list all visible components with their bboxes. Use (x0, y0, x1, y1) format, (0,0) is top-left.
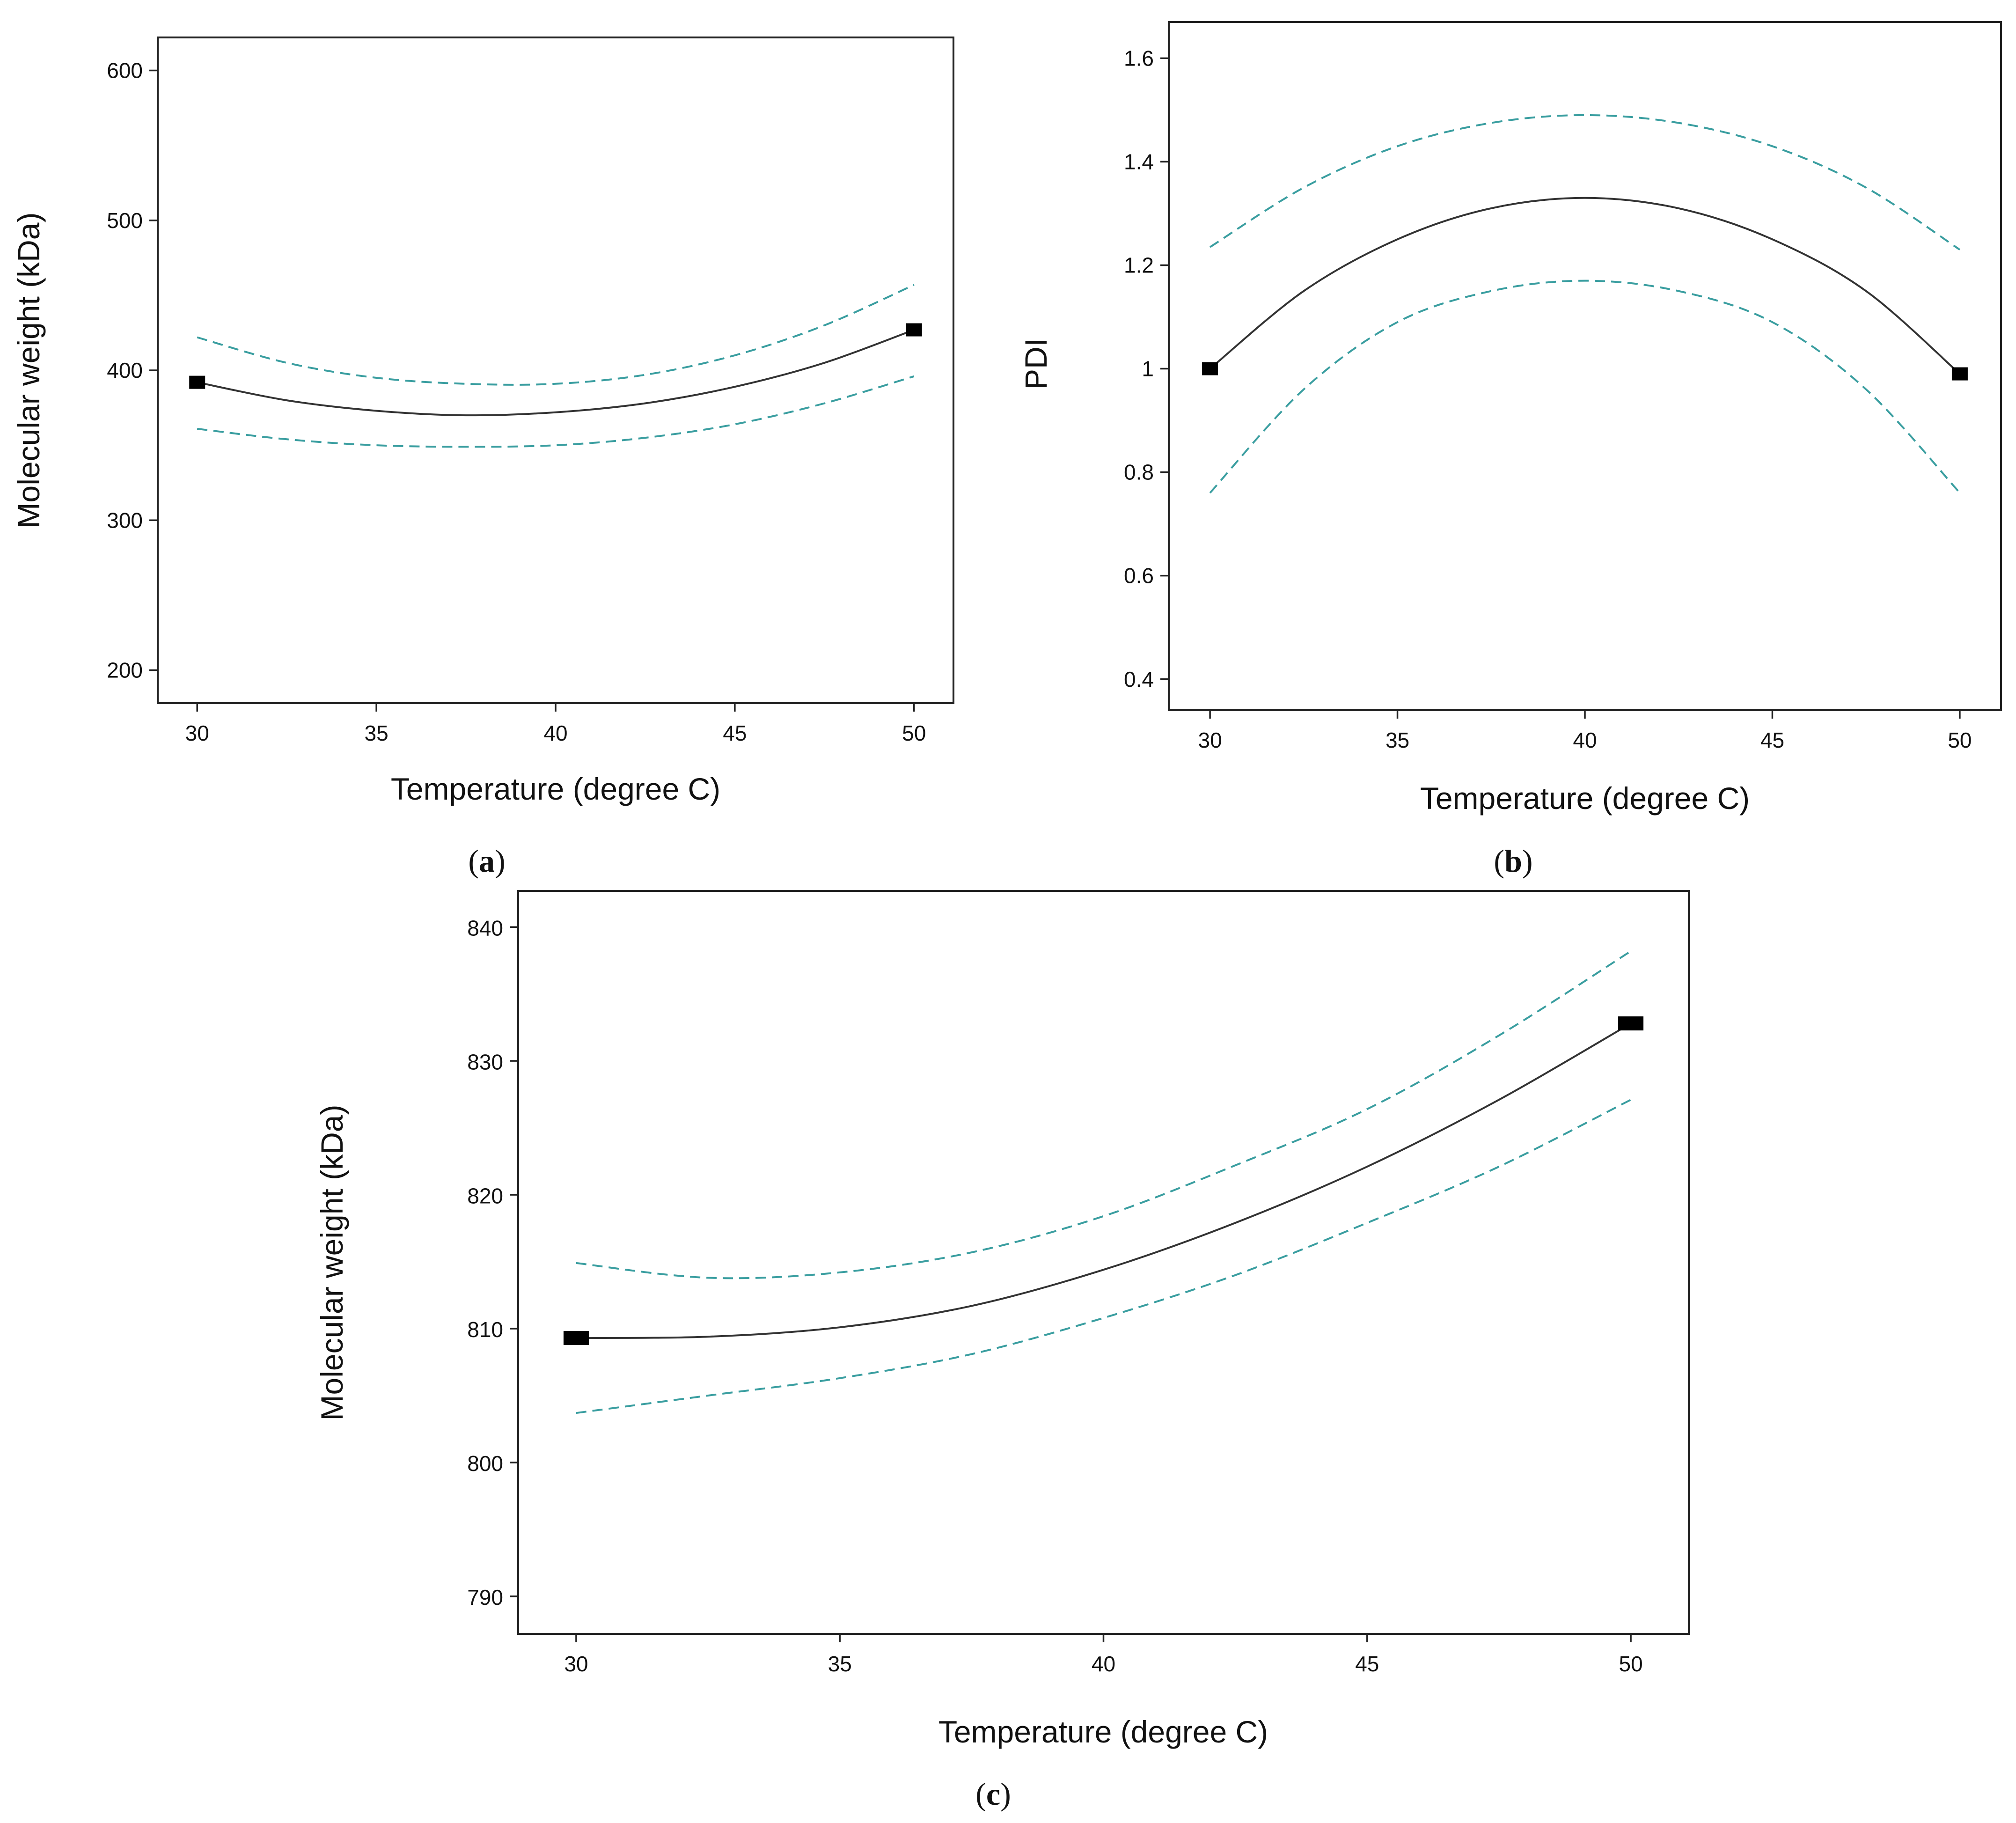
panel-c-x-tick-label-3: 45 (1355, 1652, 1379, 1676)
panel-b-x-tick-label-1: 35 (1386, 728, 1409, 752)
panel-b-y-tick-label-2: 0.8 (1124, 460, 1154, 485)
panel-b-design-point-1 (1951, 367, 1968, 381)
panel-c-fit-line (576, 1022, 1632, 1339)
panel-b-x-tick-label-4: 50 (1948, 728, 1972, 752)
panel-a-x-tick-label-0: 30 (185, 721, 209, 745)
panel-a-design-point-0 (189, 375, 205, 389)
panel-b-x-axis-title: Temperature (degree C) (1420, 781, 1750, 816)
panel-a-y-tick-label-0: 200 (107, 658, 143, 683)
panel-b-ticks: 30 35 40 45 50 0.4 0.6 0.8 1 1.2 1.4 1.6 (1124, 46, 1972, 752)
panel-a-x-tick-label-3: 45 (723, 721, 747, 745)
panel-b-y-tick-label-5: 1.4 (1124, 150, 1154, 174)
panel-c-y-axis-title: Molecular weight (kDa) (315, 1105, 349, 1421)
panel-b-x-tick-label-3: 45 (1760, 728, 1784, 752)
panel-b-lower-ci-line (1209, 279, 1961, 494)
panel-a-x-tick-label-2: 40 (543, 721, 567, 745)
panel-a-plot-frame (157, 37, 954, 704)
panel-b-plot-frame (1168, 21, 2002, 711)
panel-a-y-tick-label-2: 400 (107, 358, 143, 382)
panel-b-y-tick-label-1: 0.6 (1124, 564, 1154, 588)
panel-a-upper-ci-line (197, 284, 915, 386)
panel-c-lower-ci-line (576, 1099, 1632, 1414)
panel-c-design-point-0 (563, 1331, 589, 1345)
panel-a-y-tick-label-4: 600 (107, 59, 143, 83)
panel-a: 30 35 40 45 50 200 300 400 500 600 Temperature (d… (11, 37, 954, 879)
panel-a-ticks: 30 35 40 45 50 200 300 400 500 600 (107, 59, 926, 745)
panel-a-x-tick-label-1: 35 (365, 721, 389, 745)
panel-b-upper-ci-line (1210, 114, 1961, 250)
panel-a-y-axis-title: Molecular weight (kDa) (11, 213, 46, 529)
panel-b-x-tick-label-0: 30 (1198, 728, 1222, 752)
panel-c-marks (563, 950, 1644, 1414)
panel-b-y-tick-label-4: 1.2 (1124, 253, 1154, 278)
panel-c-y-tick-label-5: 840 (467, 916, 503, 940)
panel-c-upper-ci-line (576, 950, 1632, 1279)
panel-b-y-tick-label-0: 0.4 (1124, 667, 1154, 691)
panel-a-y-tick-label-3: 500 (107, 208, 143, 233)
panel-b: 30 35 40 45 50 0.4 0.6 0.8 1 1.2 1.4 1.6 Temperatur… (1019, 21, 2002, 879)
panel-b-label: (b) (1494, 843, 1532, 879)
panel-b-design-point-0 (1202, 362, 1218, 375)
panel-a-y-tick-label-1: 300 (107, 508, 143, 532)
panel-c-x-tick-label-4: 50 (1619, 1652, 1642, 1676)
panel-b-y-tick-label-6: 1.6 (1124, 46, 1154, 70)
panel-c-y-tick-label-4: 830 (467, 1050, 503, 1074)
panel-c-plot-frame (517, 890, 1690, 1635)
panel-c-x-tick-label-1: 35 (828, 1652, 852, 1676)
panel-a-design-point-1 (906, 323, 922, 337)
panel-b-marks (1202, 114, 1968, 494)
panel-b-x-tick-label-2: 40 (1573, 728, 1597, 752)
panel-c-label: (c) (975, 1776, 1011, 1812)
panel-a-lower-ci-line (197, 375, 915, 448)
panel-c-design-point-1 (1618, 1016, 1644, 1031)
panel-c-y-tick-label-2: 810 (467, 1317, 503, 1342)
panel-c-ticks: 30 35 40 45 50 790 800 810 820 830 840 (467, 916, 1642, 1676)
panel-b-y-axis-title: PDI (1019, 338, 1053, 390)
panel-c-y-tick-label-1: 800 (467, 1451, 503, 1476)
panel-a-label: (a) (468, 843, 505, 879)
panel-b-y-tick-label-3: 1 (1142, 357, 1154, 381)
panel-b-fit-line (1209, 197, 1961, 375)
panel-c-y-tick-label-3: 820 (467, 1183, 503, 1208)
panel-a-x-axis-title: Temperature (degree C) (391, 772, 720, 806)
panel-c-x-axis-title: Temperature (degree C) (938, 1714, 1268, 1749)
panel-c-x-tick-label-2: 40 (1092, 1652, 1115, 1676)
panel-a-fit-line (197, 329, 915, 417)
panel-a-x-tick-label-4: 50 (902, 721, 926, 745)
panel-c: 30 35 40 45 50 790 800 810 820 830 840 Temperature… (315, 890, 1690, 1812)
panel-c-x-tick-label-0: 30 (564, 1652, 588, 1676)
panel-c-y-tick-label-0: 790 (467, 1585, 503, 1610)
panel-a-marks (189, 284, 922, 448)
